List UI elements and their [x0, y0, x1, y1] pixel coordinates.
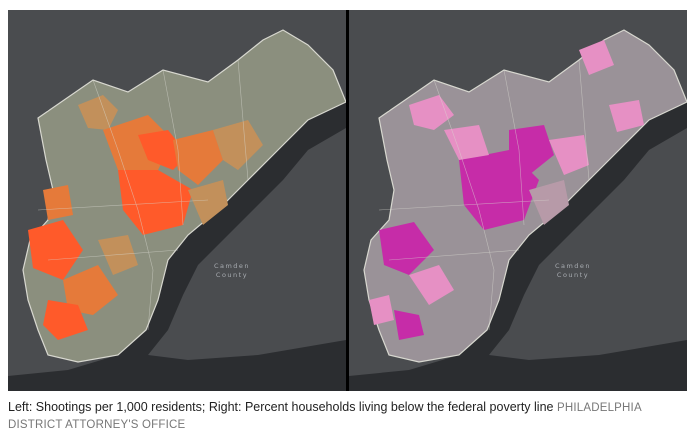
poverty-map-panel: Camden County: [349, 10, 687, 391]
tract: [43, 185, 73, 220]
tract: [118, 170, 193, 235]
shootings-map-panel: Camden County: [8, 10, 346, 391]
tract-boundaries: [378, 59, 590, 331]
poverty-map: Camden County: [349, 10, 687, 391]
tract-boundaries: [37, 59, 249, 331]
tract: [444, 125, 489, 160]
tract: [409, 265, 454, 305]
delaware-river: [8, 102, 346, 391]
camden-county-label: Camden: [555, 262, 591, 270]
camden-county-label-line2: County: [216, 271, 248, 279]
tract: [394, 310, 424, 340]
figure-caption: Left: Shootings per 1,000 residents; Rig…: [8, 399, 688, 433]
shooting-rate-tracts: [28, 95, 263, 340]
tract: [579, 40, 614, 75]
tract: [379, 222, 434, 275]
photo-credit: PHILADELPHIA DISTRICT ATTORNEY'S OFFICE: [8, 402, 642, 431]
panel-divider: [346, 10, 349, 391]
tract: [529, 180, 569, 225]
shootings-map: Camden County: [8, 10, 346, 391]
tract: [173, 130, 223, 185]
tract: [609, 100, 644, 132]
poverty-rate-tracts: [369, 40, 644, 340]
tract: [213, 120, 263, 170]
tract: [369, 295, 394, 325]
tract: [188, 180, 228, 225]
tract: [98, 235, 138, 275]
tract: [63, 265, 118, 315]
map-figure: Camden County: [8, 10, 687, 391]
tract: [28, 220, 83, 280]
camden-county-label-line2: County: [557, 271, 589, 279]
tract: [43, 300, 88, 340]
tract: [549, 135, 589, 175]
camden-county-label: Camden: [214, 262, 250, 270]
caption-text: Left: Shootings per 1,000 residents; Rig…: [8, 400, 554, 414]
delaware-river: [349, 102, 687, 391]
tract: [509, 125, 554, 175]
